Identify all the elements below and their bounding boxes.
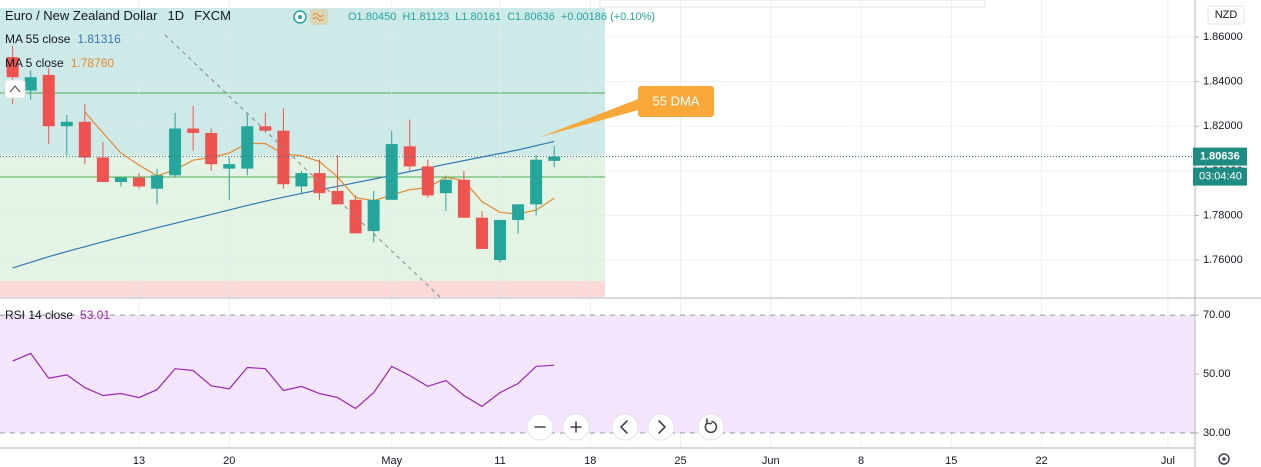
y-tick-label: 1.86000 <box>1203 31 1243 43</box>
candle-body <box>439 179 452 194</box>
legend-ma5[interactable]: MA 5 close 1.78760 <box>5 56 114 70</box>
collapse-icon <box>9 85 21 93</box>
candle-body <box>277 130 290 185</box>
currency-label: NZD <box>1215 9 1238 21</box>
y-tick-label: 1.78000 <box>1203 209 1243 221</box>
legend-value: 1.78760 <box>71 56 115 70</box>
last-price-box <box>1193 147 1247 166</box>
countdown-label: 03:04:40 <box>1199 170 1242 182</box>
settings-button[interactable] <box>1218 453 1230 465</box>
status-icon-dot <box>298 15 302 19</box>
alert-icon-glyph <box>312 13 324 21</box>
x-tick-label: 20 <box>223 455 235 467</box>
candle-body <box>548 156 561 161</box>
candle-body <box>259 126 272 131</box>
top-panel <box>599 0 986 8</box>
y-tick-label: 1.76000 <box>1203 254 1243 266</box>
y-tick-label: 30.00 <box>1203 427 1231 439</box>
candle-body <box>385 144 398 200</box>
candle-body <box>313 173 326 194</box>
symbol: Euro / New Zealand Dollar <box>5 8 158 23</box>
y-tick-label: 50.00 <box>1203 368 1231 380</box>
zoom-out-button[interactable] <box>526 413 554 441</box>
candle-body <box>96 157 109 183</box>
candle-body <box>223 164 236 169</box>
zoom-in-button[interactable] <box>562 413 590 441</box>
x-tick-label: 15 <box>945 455 957 467</box>
candle-body <box>151 175 164 189</box>
moving-average-line <box>12 140 555 269</box>
candle-body <box>114 177 127 183</box>
currency-box[interactable] <box>1207 5 1245 25</box>
candle-body <box>457 179 470 218</box>
candle-body <box>241 126 254 169</box>
candle-body <box>187 128 200 133</box>
candle-body <box>512 204 525 220</box>
x-tick-label: 11 <box>494 455 505 467</box>
candle-body <box>367 199 380 232</box>
plot-area <box>0 0 1195 448</box>
candle-body <box>421 166 434 196</box>
candle-body <box>403 146 416 167</box>
x-tick-label: 8 <box>858 455 864 467</box>
callout-text: 55 DMA <box>653 93 700 108</box>
candle-body <box>530 159 543 205</box>
y-tick-label: 70.00 <box>1203 309 1231 321</box>
alert-icon[interactable] <box>310 9 328 25</box>
interval: 1D <box>167 8 184 23</box>
legend-name: MA 55 close <box>5 32 71 46</box>
change-value: +0.00186 (+0.10%) <box>561 11 655 23</box>
legend-name: MA 5 close <box>5 56 64 70</box>
callout-pointer <box>540 96 646 137</box>
candle-body <box>205 132 218 165</box>
candle-body <box>42 74 55 127</box>
x-tick-label: Jun <box>762 455 780 467</box>
callout-box <box>638 86 714 117</box>
collapse-legend-button[interactable] <box>4 79 26 99</box>
last-price-label: 1.80636 <box>1200 150 1240 162</box>
reset-button[interactable] <box>697 413 725 441</box>
low-value: L1.80161 <box>455 11 501 23</box>
candle-body <box>349 199 362 234</box>
candle-body <box>475 217 488 249</box>
close-value: C1.80636 <box>507 11 555 23</box>
legend-value: 53.01 <box>80 308 110 322</box>
x-tick-label: 18 <box>584 455 596 467</box>
y-tick-label: 1.82000 <box>1203 120 1243 132</box>
source: FXCM <box>194 8 231 23</box>
high-value: H1.81123 <box>402 11 449 23</box>
x-tick-label: 25 <box>674 455 686 467</box>
candle-body <box>295 173 308 187</box>
rsi-line <box>12 352 555 410</box>
legend-value: 1.81316 <box>77 32 121 46</box>
candle-body <box>24 77 37 91</box>
x-tick-label: Jul <box>1161 455 1175 467</box>
y-tick-label: 1.84000 <box>1203 76 1243 88</box>
legend-name: RSI 14 close <box>5 308 73 322</box>
candle-body <box>132 177 145 187</box>
countdown-box <box>1193 167 1247 186</box>
x-tick-label: 13 <box>133 455 145 467</box>
candle-body <box>331 190 344 205</box>
x-tick-label: May <box>381 455 402 467</box>
scroll-right-button[interactable] <box>647 413 675 441</box>
legend-ma55[interactable]: MA 55 close 1.81316 <box>5 32 121 46</box>
legend-rsi[interactable]: RSI 14 close 53.01 <box>5 308 110 322</box>
scroll-left-button[interactable] <box>611 413 639 441</box>
candle-body <box>60 121 73 127</box>
candle-body <box>78 121 91 158</box>
open-value: O1.80450 <box>348 11 396 23</box>
rsi-band <box>0 315 1195 433</box>
position-stop-zone <box>0 281 605 297</box>
candle-body <box>494 219 507 261</box>
x-tick-label: 22 <box>1035 455 1047 467</box>
ohlc-values: O1.80450 H1.81123 L1.80161 C1.80636 +0.00186… <box>348 11 655 23</box>
candle-body <box>6 57 19 78</box>
candle-body <box>169 128 182 176</box>
symbol-header[interactable]: Euro / New Zealand Dollar 1D FXCM <box>5 8 231 23</box>
